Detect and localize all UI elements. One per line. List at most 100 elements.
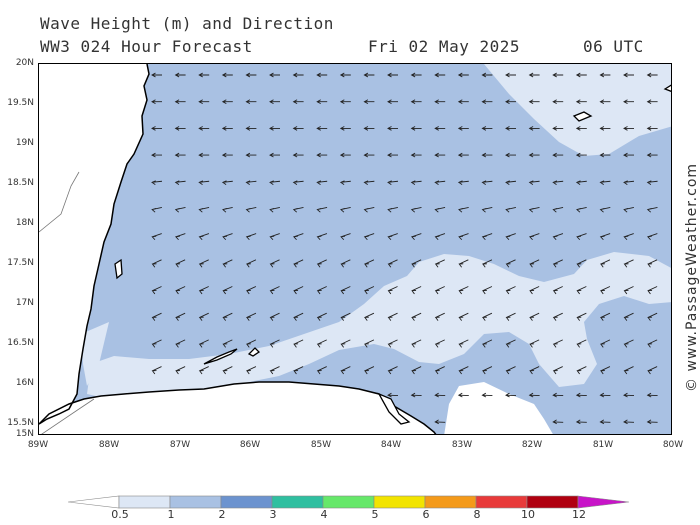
lon-label-82w: 82W (521, 440, 543, 450)
wave-direction-arrow-icon (434, 286, 445, 295)
wave-direction-arrow-icon (576, 206, 587, 213)
wave-direction-arrow-icon (269, 286, 280, 295)
wave-direction-arrow-icon (505, 233, 516, 241)
wave-direction-arrow-icon (505, 126, 516, 131)
wave-direction-arrow-icon (293, 259, 304, 268)
wave-direction-arrow-icon (482, 312, 493, 321)
wave-direction-arrow-icon (623, 286, 634, 295)
wave-direction-arrow-icon (198, 180, 210, 186)
wave-direction-arrow-icon (623, 259, 634, 268)
wave-direction-arrow-icon (222, 312, 233, 321)
wave-direction-arrow-icon (457, 99, 469, 105)
wave-direction-arrow-icon (481, 392, 493, 398)
lon-label-80w: 80W (662, 440, 684, 450)
wave-direction-arrow-icon (410, 152, 422, 158)
wave-direction-arrow-icon (623, 180, 635, 186)
wave-direction-arrow-icon (246, 259, 257, 268)
wave-direction-arrow-icon (481, 126, 493, 131)
legend-swatch-7 (424, 495, 477, 509)
wave-direction-arrow-icon (457, 180, 469, 186)
land-south (39, 382, 436, 434)
wave-direction-arrow-icon (434, 126, 446, 131)
wave-direction-arrow-icon (151, 99, 162, 105)
wave-direction-arrow-icon (245, 206, 257, 213)
legend-label-1: 1 (167, 508, 175, 521)
wave-direction-arrow-icon (198, 312, 209, 321)
border-line-north (39, 171, 80, 233)
wave-direction-arrow-icon (575, 419, 587, 425)
island-coastal-south (377, 392, 411, 425)
wave-direction-arrow-icon (646, 233, 658, 241)
wave-direction-arrow-icon (339, 126, 351, 131)
legend-swatch-8 (475, 495, 528, 509)
wave-direction-arrow-icon (529, 286, 540, 295)
wave-direction-arrow-icon (552, 419, 564, 425)
wave-direction-arrow-icon (198, 286, 209, 295)
legend-label-10: 10 (521, 508, 535, 521)
wave-direction-arrow-icon (528, 152, 540, 158)
wave-direction-arrow-icon (363, 180, 375, 186)
wave-direction-arrow-icon (221, 72, 233, 78)
wave-direction-arrow-icon (245, 72, 257, 78)
wave-direction-arrow-icon (151, 259, 162, 268)
wave-direction-arrow-icon (623, 366, 634, 375)
wave-direction-arrow-icon (552, 180, 564, 186)
wave-direction-arrow-icon (316, 206, 328, 213)
wave-direction-arrow-icon (646, 126, 658, 131)
border-line-south (41, 398, 95, 434)
wave-direction-arrow-icon (340, 286, 351, 295)
wave-direction-arrow-icon (387, 392, 399, 398)
wave-direction-arrow-icon (316, 152, 328, 158)
wave-direction-arrow-icon (411, 339, 422, 348)
wave-direction-arrow-icon (575, 72, 587, 78)
wave-direction-arrow-icon (458, 259, 469, 268)
wave-direction-arrow-icon (316, 99, 328, 105)
wave-direction-arrow-icon (221, 126, 233, 131)
wave-direction-arrow-icon (175, 259, 186, 268)
wave-direction-arrow-icon (552, 312, 563, 321)
wave-direction-arrow-icon (505, 152, 516, 158)
coastline-south (39, 381, 437, 434)
legend-swatch-10 (577, 495, 630, 509)
wave-direction-arrow-icon (339, 99, 351, 105)
wave-direction-arrow-icon (623, 72, 634, 78)
wave-direction-arrow-icon (221, 99, 233, 105)
wave-direction-arrow-icon (410, 392, 422, 398)
wave-direction-arrow-icon (599, 126, 611, 131)
wave-direction-arrow-icon (599, 99, 611, 105)
wave-direction-arrow-icon (175, 339, 186, 348)
lon-label-84w: 84W (380, 440, 402, 450)
wave-direction-arrow-icon (505, 339, 516, 348)
wave-direction-arrow-icon (151, 206, 162, 213)
wave-direction-arrow-icon (174, 72, 186, 78)
wave-direction-arrow-icon (292, 206, 304, 213)
wave-direction-arrow-icon (552, 392, 564, 398)
wave-direction-arrow-icon (576, 259, 587, 268)
sea-light-band-central (87, 252, 671, 400)
wave-direction-arrow-icon (269, 259, 280, 268)
wave-direction-arrow-icon (364, 312, 375, 321)
wave-direction-arrow-icon (269, 72, 280, 78)
wave-direction-arrow-icon (552, 286, 563, 295)
wave-direction-arrow-icon (505, 259, 516, 268)
wave-direction-arrow-icon (599, 419, 611, 425)
wave-direction-arrow-icon (623, 392, 635, 398)
wave-direction-arrow-icon (269, 206, 280, 213)
wave-direction-arrow-icon (269, 126, 280, 131)
wave-direction-arrow-icon (364, 366, 375, 375)
legend-swatch-0 (68, 495, 120, 509)
lat-label-15-5n: 15.5N (7, 418, 34, 428)
wave-map (38, 63, 672, 435)
wave-direction-arrow-icon (174, 126, 186, 131)
wave-direction-arrow-icon (646, 206, 658, 213)
wave-direction-arrow-icon (316, 72, 328, 78)
wave-direction-arrow-icon (293, 339, 304, 348)
land-west (39, 64, 149, 424)
wave-direction-arrow-icon (151, 339, 162, 348)
wave-direction-arrow-icon (599, 180, 611, 186)
wave-direction-arrow-icon (505, 366, 516, 375)
wave-direction-arrow-icon (552, 233, 564, 241)
wave-direction-arrow-icon (151, 152, 162, 158)
wave-direction-arrow-icon (269, 180, 281, 186)
wave-direction-arrow-icon (151, 286, 162, 295)
